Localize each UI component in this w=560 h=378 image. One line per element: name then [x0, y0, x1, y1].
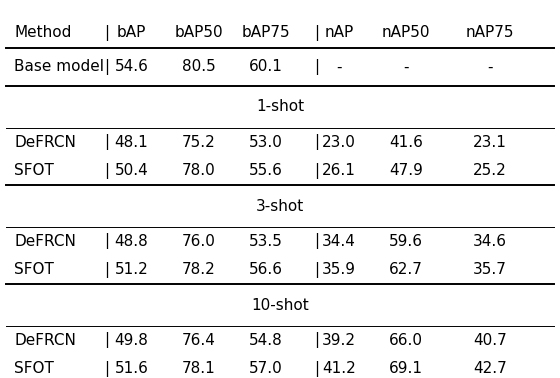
Text: SFOT: SFOT	[14, 262, 54, 277]
Text: |: |	[314, 361, 319, 377]
Text: nAP: nAP	[324, 25, 353, 40]
Text: 49.8: 49.8	[115, 333, 148, 348]
Text: 39.2: 39.2	[322, 333, 356, 348]
Text: 78.1: 78.1	[182, 361, 216, 376]
Text: |: |	[314, 332, 319, 349]
Text: |: |	[104, 332, 109, 349]
Text: SFOT: SFOT	[14, 163, 54, 178]
Text: 60.1: 60.1	[249, 59, 283, 74]
Text: 34.4: 34.4	[322, 234, 356, 249]
Text: 10-shot: 10-shot	[251, 297, 309, 313]
Text: DeFRCN: DeFRCN	[14, 333, 76, 348]
Text: 1-shot: 1-shot	[256, 99, 304, 115]
Text: |: |	[104, 25, 109, 40]
Text: 54.8: 54.8	[249, 333, 283, 348]
Text: |: |	[314, 163, 319, 179]
Text: 48.1: 48.1	[115, 135, 148, 150]
Text: 55.6: 55.6	[249, 163, 283, 178]
Text: 76.0: 76.0	[182, 234, 216, 249]
Text: 3-shot: 3-shot	[256, 198, 304, 214]
Text: 34.6: 34.6	[473, 234, 507, 249]
Text: 47.9: 47.9	[389, 163, 423, 178]
Text: |: |	[314, 262, 319, 278]
Text: -: -	[403, 59, 409, 74]
Text: DeFRCN: DeFRCN	[14, 135, 76, 150]
Text: 41.6: 41.6	[389, 135, 423, 150]
Text: 23.1: 23.1	[473, 135, 507, 150]
Text: 80.5: 80.5	[182, 59, 216, 74]
Text: |: |	[104, 262, 109, 278]
Text: 62.7: 62.7	[389, 262, 423, 277]
Text: 51.2: 51.2	[115, 262, 148, 277]
Text: 35.7: 35.7	[473, 262, 507, 277]
Text: |: |	[104, 163, 109, 179]
Text: nAP75: nAP75	[466, 25, 514, 40]
Text: 78.2: 78.2	[182, 262, 216, 277]
Text: 57.0: 57.0	[249, 361, 283, 376]
Text: -: -	[336, 59, 342, 74]
Text: 50.4: 50.4	[115, 163, 148, 178]
Text: 69.1: 69.1	[389, 361, 423, 376]
Text: |: |	[314, 233, 319, 249]
Text: 41.2: 41.2	[322, 361, 356, 376]
Text: 35.9: 35.9	[322, 262, 356, 277]
Text: |: |	[104, 59, 109, 75]
Text: bAP75: bAP75	[242, 25, 290, 40]
Text: 42.7: 42.7	[473, 361, 507, 376]
Text: 59.6: 59.6	[389, 234, 423, 249]
Text: -: -	[487, 59, 493, 74]
Text: 53.5: 53.5	[249, 234, 283, 249]
Text: 54.6: 54.6	[115, 59, 148, 74]
Text: |: |	[104, 233, 109, 249]
Text: 23.0: 23.0	[322, 135, 356, 150]
Text: 40.7: 40.7	[473, 333, 507, 348]
Text: 26.1: 26.1	[322, 163, 356, 178]
Text: DeFRCN: DeFRCN	[14, 234, 76, 249]
Text: nAP50: nAP50	[382, 25, 430, 40]
Text: Base model: Base model	[14, 59, 104, 74]
Text: 51.6: 51.6	[115, 361, 148, 376]
Text: 76.4: 76.4	[182, 333, 216, 348]
Text: SFOT: SFOT	[14, 361, 54, 376]
Text: 53.0: 53.0	[249, 135, 283, 150]
Text: 25.2: 25.2	[473, 163, 507, 178]
Text: |: |	[314, 134, 319, 150]
Text: 66.0: 66.0	[389, 333, 423, 348]
Text: |: |	[104, 134, 109, 150]
Text: 75.2: 75.2	[182, 135, 216, 150]
Text: 48.8: 48.8	[115, 234, 148, 249]
Text: |: |	[314, 59, 319, 75]
Text: |: |	[314, 25, 319, 40]
Text: bAP: bAP	[117, 25, 146, 40]
Text: |: |	[104, 361, 109, 377]
Text: 56.6: 56.6	[249, 262, 283, 277]
Text: 78.0: 78.0	[182, 163, 216, 178]
Text: Method: Method	[14, 25, 71, 40]
Text: bAP50: bAP50	[175, 25, 223, 40]
